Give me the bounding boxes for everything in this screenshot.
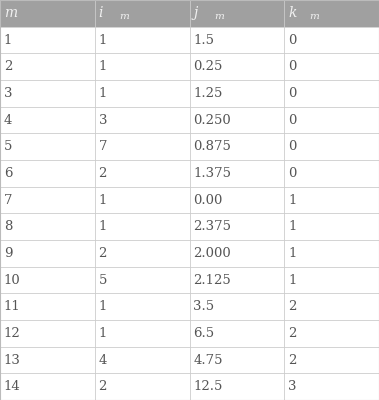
Text: 2: 2 (288, 300, 296, 313)
Text: 6.5: 6.5 (193, 327, 215, 340)
Text: 0: 0 (288, 34, 296, 46)
Text: j: j (193, 6, 197, 20)
Text: 1: 1 (99, 60, 107, 73)
Bar (0, 213, 379, 240)
Text: 5: 5 (4, 140, 12, 153)
Bar (0, 240, 379, 267)
Text: 1: 1 (288, 274, 296, 286)
Text: 1: 1 (99, 300, 107, 313)
Text: m: m (4, 6, 17, 20)
Bar (0, 293, 379, 320)
Text: k: k (288, 6, 296, 20)
Text: 5: 5 (99, 274, 107, 286)
Text: 4: 4 (99, 354, 107, 366)
Text: 2.000: 2.000 (193, 247, 231, 260)
Text: 2.375: 2.375 (193, 220, 231, 233)
Text: 1: 1 (99, 327, 107, 340)
Text: 12.5: 12.5 (193, 380, 223, 393)
Text: 1: 1 (99, 220, 107, 233)
Text: 1: 1 (4, 34, 12, 46)
Bar (0, 107, 379, 133)
Text: 2: 2 (99, 167, 107, 180)
Text: 0.875: 0.875 (193, 140, 231, 153)
Text: 8: 8 (4, 220, 12, 233)
Text: 1: 1 (99, 87, 107, 100)
Text: m: m (309, 12, 319, 21)
Text: 1.5: 1.5 (193, 34, 214, 46)
Text: 12: 12 (4, 327, 20, 340)
Bar (0, 187, 379, 213)
Text: 7: 7 (99, 140, 107, 153)
Text: 2: 2 (99, 380, 107, 393)
Text: 1: 1 (288, 194, 296, 206)
Text: 4.75: 4.75 (193, 354, 223, 366)
Text: 1: 1 (288, 247, 296, 260)
Bar (0, 373, 379, 400)
Text: 2: 2 (288, 327, 296, 340)
Text: 0: 0 (288, 60, 296, 73)
Text: 0.25: 0.25 (193, 60, 223, 73)
Bar (0, 0, 379, 27)
Bar (0, 160, 379, 187)
Bar (0, 320, 379, 347)
Text: 10: 10 (4, 274, 20, 286)
Text: m: m (214, 12, 224, 21)
Bar (0, 133, 379, 160)
Text: 3: 3 (4, 87, 12, 100)
Text: 0: 0 (288, 114, 296, 126)
Text: m: m (119, 12, 129, 21)
Bar (0, 347, 379, 373)
Text: 0.00: 0.00 (193, 194, 223, 206)
Text: 1: 1 (288, 220, 296, 233)
Text: 1.25: 1.25 (193, 87, 223, 100)
Text: 1: 1 (99, 194, 107, 206)
Text: 0.250: 0.250 (193, 114, 231, 126)
Text: 14: 14 (4, 380, 20, 393)
Text: i: i (99, 6, 103, 20)
Text: 9: 9 (4, 247, 12, 260)
Bar (0, 53, 379, 80)
Text: 3.5: 3.5 (193, 300, 215, 313)
Text: 1.375: 1.375 (193, 167, 231, 180)
Bar (0, 267, 379, 293)
Text: 3: 3 (288, 380, 296, 393)
Text: 7: 7 (4, 194, 12, 206)
Bar (0, 80, 379, 107)
Text: 2: 2 (4, 60, 12, 73)
Text: 1: 1 (99, 34, 107, 46)
Text: 3: 3 (99, 114, 107, 126)
Text: 0: 0 (288, 140, 296, 153)
Text: 2: 2 (99, 247, 107, 260)
Bar (0, 27, 379, 53)
Text: 6: 6 (4, 167, 12, 180)
Text: 0: 0 (288, 87, 296, 100)
Text: 13: 13 (4, 354, 21, 366)
Text: 2.125: 2.125 (193, 274, 231, 286)
Text: 0: 0 (288, 167, 296, 180)
Text: 2: 2 (288, 354, 296, 366)
Text: 4: 4 (4, 114, 12, 126)
Text: 11: 11 (4, 300, 20, 313)
